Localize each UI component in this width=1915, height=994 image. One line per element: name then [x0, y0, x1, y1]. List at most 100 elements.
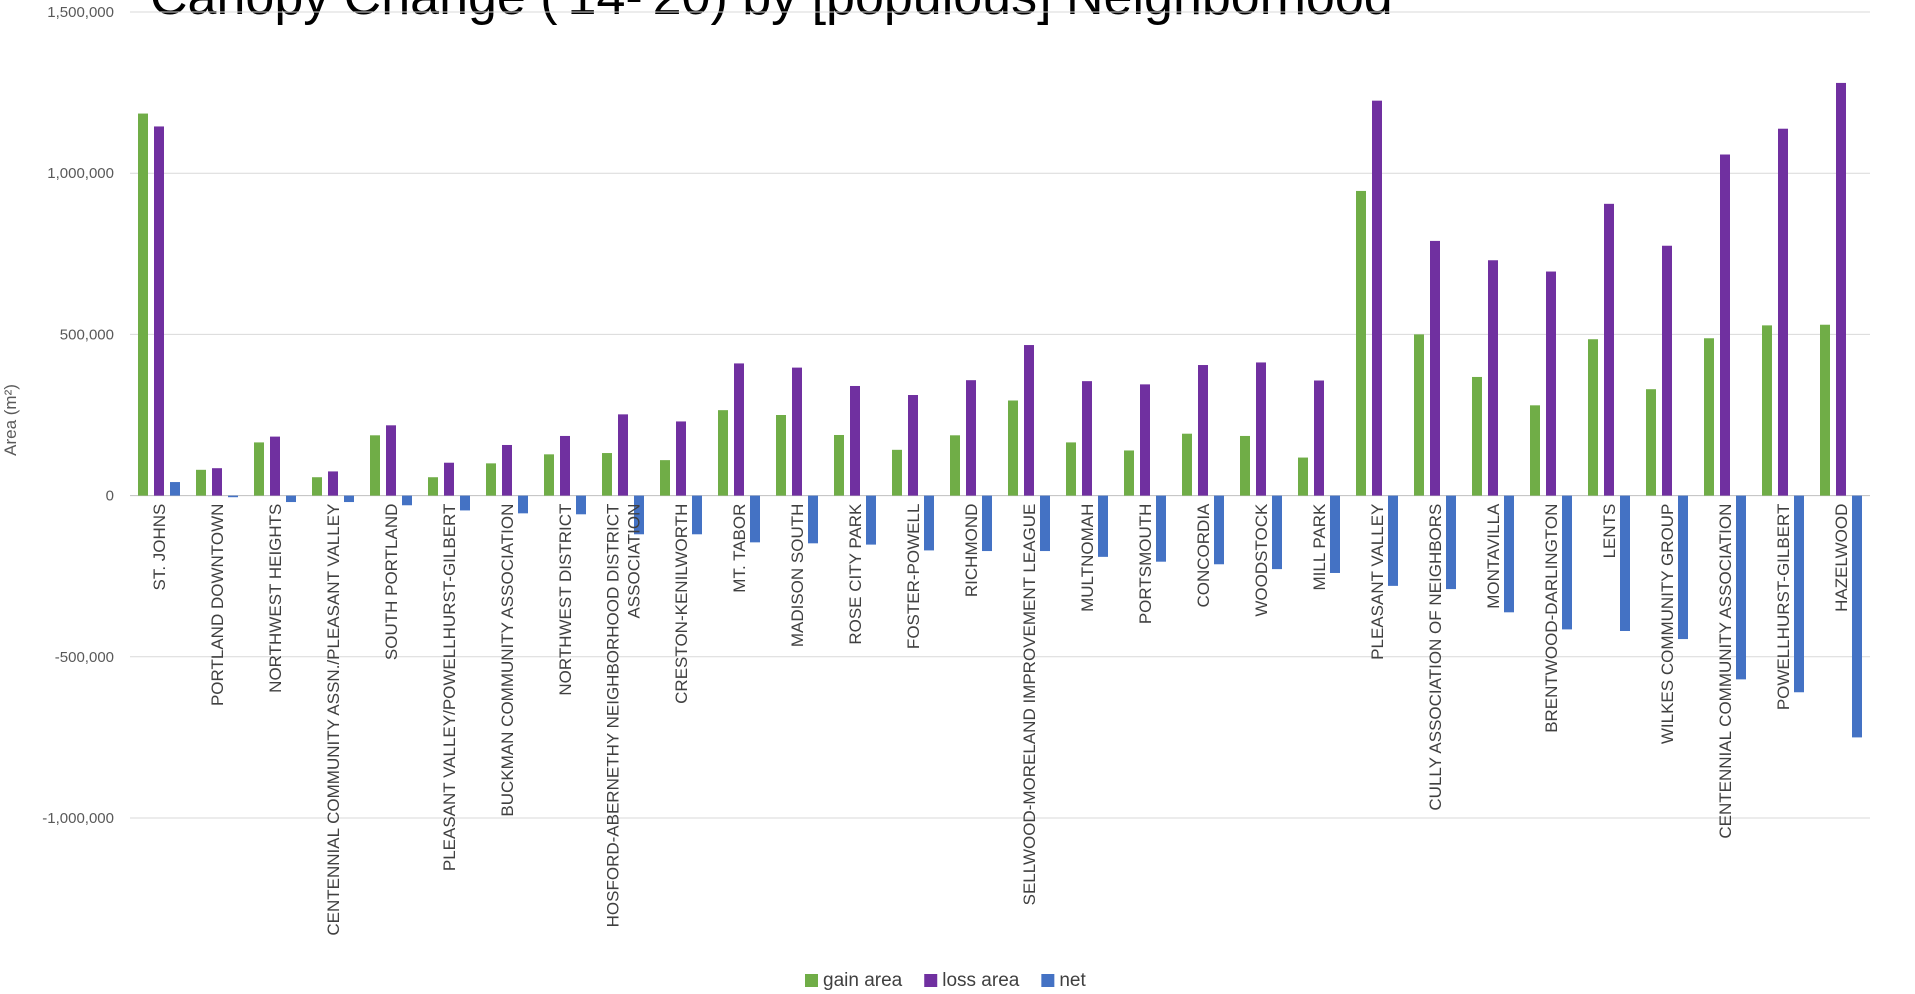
category-label: MULTNOMAH [1078, 504, 1097, 612]
bar-net [1272, 495, 1282, 570]
bar-gain-area [1066, 442, 1076, 496]
bar-net [1794, 495, 1804, 693]
bar-gain-area [254, 442, 264, 496]
bar-gain-area [1356, 190, 1366, 496]
bar-loss-area [1720, 154, 1730, 496]
bar-loss-area [1256, 362, 1266, 496]
bar-loss-area [1604, 203, 1614, 496]
bar-gain-area [834, 434, 844, 496]
bar-gain-area [776, 415, 786, 496]
bar-net [1330, 495, 1340, 573]
category-label: ASSOCIATION [625, 504, 644, 619]
category-label: WOODSTOCK [1252, 503, 1271, 617]
bar-gain-area [1588, 339, 1598, 496]
bar-loss-area [1488, 260, 1498, 496]
category-label: FOSTER-POWELL [904, 504, 923, 649]
legend-swatch [1041, 974, 1055, 987]
y-tick-label: -500,000 [55, 649, 114, 666]
bar-net [808, 495, 818, 544]
bar-net [1040, 495, 1050, 552]
legend-swatch [924, 974, 938, 987]
legend: gain area loss area net [805, 970, 1086, 991]
bar-net [1852, 495, 1862, 738]
bar-gain-area [370, 435, 380, 496]
category-label: MONTAVILLA [1484, 503, 1503, 609]
bar-net [1388, 495, 1398, 586]
bar-gain-area [1820, 324, 1830, 496]
bar-loss-area [966, 380, 976, 496]
bar-loss-area [1198, 365, 1208, 496]
bar-net [518, 495, 528, 514]
category-label: PORTLAND DOWNTOWN [208, 504, 227, 706]
legend-swatch [805, 974, 818, 987]
bar-loss-area [502, 444, 512, 496]
bar-loss-area [212, 468, 222, 496]
category-label: RICHMOND [962, 504, 981, 597]
bar-net [692, 495, 702, 535]
bar-gain-area [1472, 376, 1482, 496]
bars [138, 82, 1862, 738]
bar-loss-area [386, 425, 396, 496]
category-label: HAZELWOOD [1832, 504, 1851, 612]
bar-net [1156, 495, 1166, 562]
category-labels: ST. JOHNS PORTLAND DOWNTOWN NORTHWEST HEIG… [150, 503, 1851, 936]
bar-net [1504, 495, 1514, 613]
bar-gain-area [1124, 450, 1134, 496]
bar-loss-area [676, 421, 686, 496]
bar-loss-area [1024, 345, 1034, 496]
category-label: PLEASANT VALLEY/POWELLHURST-GILBERT [440, 504, 459, 872]
y-tick-label: 500,000 [60, 326, 114, 343]
y-tick-label: 1,500,000 [47, 4, 114, 21]
category-label: BRENTWOOD-DARLINGTON [1542, 504, 1561, 733]
category-label: CENTENNIAL COMMUNITY ASSOCIATION [1716, 504, 1735, 839]
category-label: CRESTON-KENILWORTH [672, 504, 691, 704]
bar-loss-area [1546, 271, 1556, 496]
bar-net [1620, 495, 1630, 632]
bar-net [1214, 495, 1224, 565]
bar-gain-area [138, 113, 148, 496]
category-label: NORTHWEST DISTRICT [556, 504, 575, 696]
bar-net [170, 482, 180, 496]
category-label: CULLY ASSOCIATION OF NEIGHBORS [1426, 504, 1445, 811]
bar-loss-area [792, 367, 802, 496]
bar-gain-area [950, 435, 960, 496]
bar-net [634, 495, 644, 535]
bar-gain-area [486, 463, 496, 496]
category-label: CONCORDIA [1194, 503, 1213, 608]
bar-loss-area [734, 363, 744, 496]
category-label: BUCKMAN COMMUNITY ASSOCIATION [498, 504, 517, 817]
bar-loss-area [850, 385, 860, 496]
y-axis-ticks: 1,500,000 1,000,000 500,000 0 -500,000 -1,000… [42, 4, 114, 827]
category-label: SELLWOOD-MORELAND IMPROVEMENT LEAGUE [1020, 504, 1039, 906]
bar-loss-area [444, 462, 454, 496]
bar-gain-area [660, 460, 670, 496]
bar-net [460, 495, 470, 511]
bar-loss-area [154, 126, 164, 496]
bar-net [1678, 495, 1688, 640]
bar-gain-area [1182, 433, 1192, 496]
category-label: ROSE CITY PARK [846, 503, 865, 645]
bar-net [344, 495, 354, 503]
bar-gain-area [544, 454, 554, 496]
bar-loss-area [1662, 245, 1672, 496]
bar-gain-area [196, 469, 206, 496]
bar-gain-area [1530, 405, 1540, 496]
bar-net [1446, 495, 1456, 590]
bar-loss-area [1836, 82, 1846, 496]
category-label: WILKES COMMUNITY GROUP [1658, 504, 1677, 745]
bar-gain-area [1646, 389, 1656, 496]
bar-gain-area [1298, 457, 1308, 496]
category-label: LENTS [1600, 504, 1619, 559]
category-label: HOSFORD-ABERNETHY NEIGHBORHOOD DISTRICT [604, 504, 623, 928]
category-label: SOUTH PORTLAND [382, 504, 401, 660]
bar-loss-area [270, 436, 280, 496]
bar-loss-area [618, 414, 628, 496]
category-label: MADISON SOUTH [788, 504, 807, 648]
chart-title: Canopy Change ('14-'20) by [populous] Ne… [150, 0, 1393, 26]
bar-net [286, 495, 296, 503]
category-label: CENTENNIAL COMMUNITY ASSN./PLEASANT VALL… [324, 504, 343, 936]
legend-label: gain area [823, 970, 903, 991]
bar-loss-area [1430, 240, 1440, 496]
bar-gain-area [428, 477, 438, 496]
